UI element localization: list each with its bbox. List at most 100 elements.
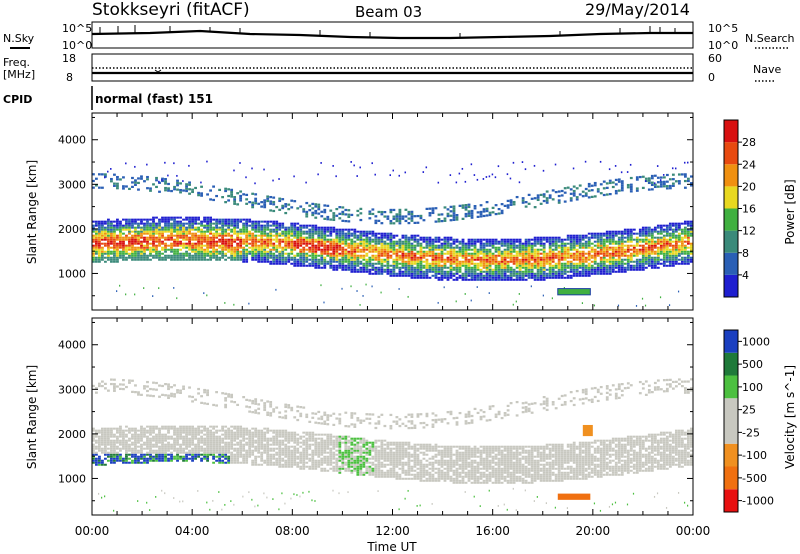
power-cell [602,272,606,275]
power-cell [482,276,486,279]
power-cell [143,236,146,239]
velocity-cell [146,380,149,384]
power-cell [341,260,345,263]
velocity-cell [191,427,194,430]
power-cell [377,246,381,249]
power-cell [161,220,164,223]
power-cell [635,264,639,267]
power-cell [338,258,342,261]
power-cell [392,240,396,243]
power-cell [683,252,687,255]
velocity-cell [194,449,197,452]
power-cell [170,248,173,251]
power-cell [611,248,615,251]
power-cell [269,230,273,233]
power-cell [470,244,474,247]
power-cell [557,276,561,279]
power-cell [491,238,495,241]
power-cell [491,270,495,273]
power-cell [329,228,333,231]
power-cell [668,236,672,239]
power-cell [479,242,483,245]
velocity-cell [140,425,143,428]
power-cell [392,250,396,253]
power-cell [554,266,558,269]
velocity-cell [146,453,149,456]
velocity-cell [149,459,152,462]
power-cell [329,218,333,221]
power-cell [578,270,582,273]
power-cell [527,266,531,269]
velocity-cell [98,443,101,446]
power-cell [365,234,369,237]
power-cell [269,220,273,223]
power-cell [518,258,522,261]
power-cell [593,195,597,198]
power-cell [677,262,681,265]
power-cell [287,246,291,249]
power-cell [557,199,561,202]
power-cell [473,278,477,281]
power-cell [260,256,264,259]
power-cell [638,250,642,253]
power-cell [398,174,401,177]
power-cell [452,256,456,259]
power-cell [536,278,540,281]
power-cell [236,238,240,241]
power-cell [173,256,176,259]
power-cell [311,258,315,261]
power-cell [527,254,531,257]
power-cell [407,262,411,265]
velocity-cell [131,443,134,446]
power-cell [437,240,441,243]
power-cell [302,256,306,259]
power-cell [230,228,234,231]
power-cell [116,242,119,245]
power-cell [272,252,276,255]
power-cell [215,226,219,229]
power-cell [467,203,471,206]
power-cell [215,224,219,227]
power-cell [293,254,297,257]
power-cell [473,268,477,271]
velocity-cell [158,445,161,448]
power-cell [341,287,343,290]
power-cell [584,244,588,247]
power-cell [467,268,471,271]
power-cell [182,189,185,192]
power-cell [254,248,258,251]
velocity-cell [140,461,143,464]
power-cell [206,216,209,219]
power-cell [128,254,131,257]
power-cell [614,264,618,267]
power-cell [548,262,552,265]
power-cell [674,167,677,170]
power-cell [278,232,282,235]
power-cell [677,250,681,253]
power-cell [650,258,654,261]
power-cell [518,293,520,295]
nsky-spikes [99,25,676,38]
velocity-cell [152,449,155,452]
power-cell [383,264,387,267]
power-cell [557,246,561,249]
power-cell [245,176,247,179]
power-cell [398,268,402,271]
power-cell [233,256,237,259]
power-cell [287,254,291,257]
velocity-cell [185,427,188,430]
power-cell [143,246,146,249]
power-cell [653,185,657,189]
power-cell [626,248,630,251]
power-cell [446,260,450,263]
power-cell [464,248,468,251]
power-cell [341,219,345,222]
power-cell [407,240,411,243]
power-cell [473,244,477,247]
velocity-cell [164,449,167,452]
power-cell [245,228,249,231]
power-cell [230,250,234,253]
power-cell [335,230,339,233]
power-cell [449,252,453,255]
power-cell [602,246,606,249]
